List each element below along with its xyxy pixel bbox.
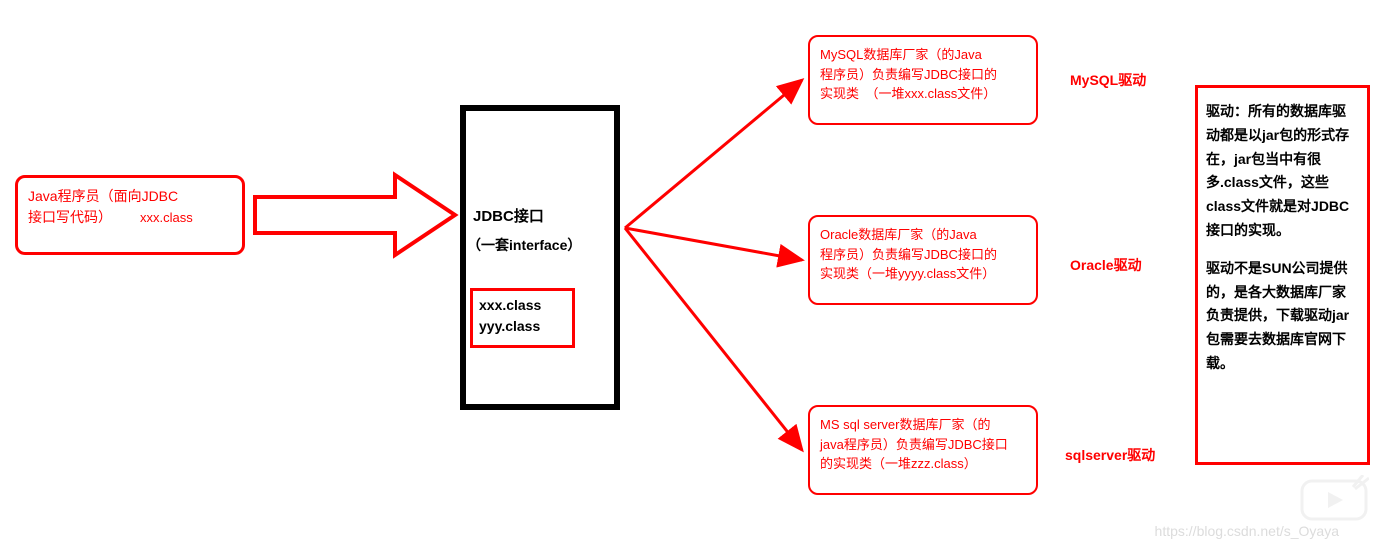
jdbc-interface-box <box>460 105 620 410</box>
arrows-overlay <box>0 0 1379 547</box>
arrow-to-oracle <box>625 228 802 260</box>
jdbc-title1: JDBC接口 <box>473 205 544 226</box>
sqlserver-vendor-box: MS sql server数据库厂家（的 java程序员）负责编写JDBC接口 … <box>808 405 1038 495</box>
java-programmer-line2: 接口写代码） <box>28 207 112 228</box>
sqlserver-line3: 的实现类（一堆zzz.class） <box>820 454 1026 474</box>
java-programmer-line1: Java程序员（面向JDBC <box>28 186 232 207</box>
jdbc-title2: （一套interface） <box>467 235 581 255</box>
arrow-to-sqlserver <box>625 228 802 450</box>
mysql-vendor-box: MySQL数据库厂家（的Java 程序员）负责编写JDBC接口的 实现类 （一堆… <box>808 35 1038 125</box>
sqlserver-driver-label: sqlserver驱动 <box>1065 445 1155 465</box>
sqlserver-line2: java程序员）负责编写JDBC接口 <box>820 435 1026 455</box>
oracle-vendor-box: Oracle数据库厂家（的Java 程序员）负责编写JDBC接口的 实现类（一堆… <box>808 215 1038 305</box>
jdbc-inner-line2: yyy.class <box>479 316 566 337</box>
mysql-line2: 程序员）负责编写JDBC接口的 <box>820 65 1026 85</box>
big-arrow <box>255 175 455 255</box>
oracle-driver-label: Oracle驱动 <box>1070 255 1142 275</box>
mysql-line3: 实现类 （一堆xxx.class文件） <box>820 84 1026 104</box>
oracle-line2: 程序员）负责编写JDBC接口的 <box>820 245 1026 265</box>
jdbc-inner-line1: xxx.class <box>479 295 566 316</box>
play-icon <box>1299 475 1369 525</box>
watermark-text: https://blog.csdn.net/s_Oyaya <box>1155 523 1339 539</box>
oracle-line1: Oracle数据库厂家（的Java <box>820 225 1026 245</box>
mysql-driver-label: MySQL驱动 <box>1070 70 1146 90</box>
java-programmer-classfile: xxx.class <box>140 208 193 228</box>
arrow-to-mysql <box>625 80 802 228</box>
driver-explanation-box: 驱动：所有的数据库驱动都是以jar包的形式存在，jar包当中有很多.class文… <box>1195 85 1370 465</box>
mysql-line1: MySQL数据库厂家（的Java <box>820 45 1026 65</box>
explanation-para2: 驱动不是SUN公司提供的，是各大数据库厂家负责提供，下载驱动jar包需要去数据库… <box>1206 257 1359 376</box>
oracle-line3: 实现类（一堆yyyy.class文件） <box>820 264 1026 284</box>
sqlserver-line1: MS sql server数据库厂家（的 <box>820 415 1026 435</box>
jdbc-inner-classfiles-box: xxx.class yyy.class <box>470 288 575 348</box>
java-programmer-box: Java程序员（面向JDBC 接口写代码） xxx.class <box>15 175 245 255</box>
explanation-para1: 驱动：所有的数据库驱动都是以jar包的形式存在，jar包当中有很多.class文… <box>1206 100 1359 243</box>
